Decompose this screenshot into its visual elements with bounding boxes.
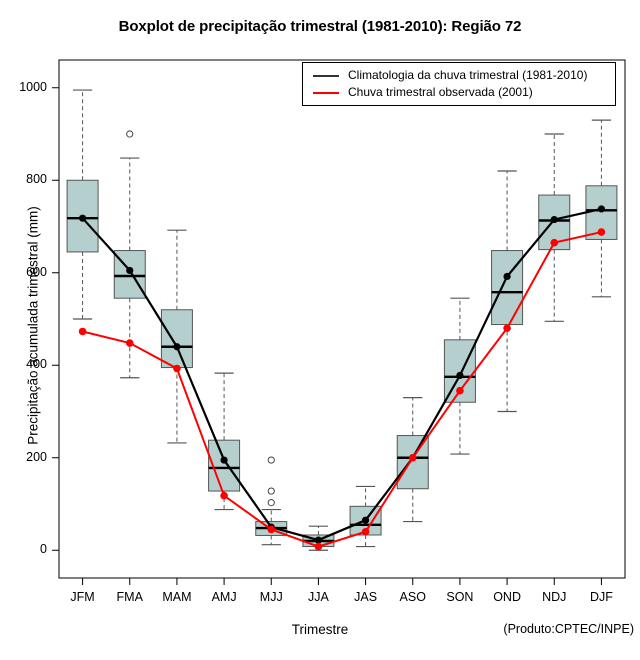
y-tick-label: 800 [26, 172, 47, 187]
series-point-1 [597, 205, 606, 213]
series-point-2 [173, 364, 181, 373]
series-point-1 [361, 516, 370, 524]
y-tick-label: 1000 [19, 79, 47, 94]
series-point-2 [361, 527, 370, 536]
x-tick-label: JFM [70, 590, 95, 604]
series-point-1 [78, 214, 87, 222]
series-point-1 [456, 371, 464, 380]
x-tick-label: MJJ [259, 590, 283, 604]
series-point-2 [78, 327, 87, 336]
outlier-point [267, 487, 275, 495]
series-point-1 [126, 266, 134, 275]
outlier-point [126, 130, 134, 138]
x-tick-label: MAM [162, 590, 192, 604]
series-point-2 [597, 228, 606, 236]
series-point-1 [220, 456, 228, 464]
outlier-point [267, 499, 275, 507]
series-point-2 [314, 542, 323, 551]
legend: Climatologia da chuva trimestral (1981-2… [302, 62, 616, 106]
x-tick-label: ASO [399, 590, 426, 604]
legend-swatch-1 [313, 75, 339, 77]
x-tick-label: JJA [307, 590, 329, 604]
x-tick-label: SON [446, 590, 474, 604]
x-tick-label: OND [493, 590, 521, 604]
credit-note: (Produto:CPTEC/INPE) [503, 622, 634, 636]
series-point-1 [173, 343, 181, 351]
x-axis-label: Trimestre [291, 622, 349, 637]
x-tick-label: FMA [116, 590, 143, 604]
series-point-1 [550, 215, 558, 224]
series-point-1 [503, 272, 511, 281]
series-point-2 [220, 491, 228, 500]
y-tick-label: 0 [40, 542, 47, 557]
x-tick-label: AMJ [211, 590, 237, 604]
x-tick-label: DJF [589, 590, 613, 604]
series-point-2 [267, 525, 276, 534]
legend-swatch-2 [313, 92, 339, 94]
series-point-2 [503, 324, 511, 333]
y-tick-label: 600 [26, 264, 47, 279]
series-point-2 [125, 339, 134, 347]
series-point-2 [550, 238, 559, 247]
series-line-2 [82, 231, 602, 548]
x-tick-label: NDJ [542, 590, 567, 604]
box [160, 309, 193, 369]
x-tick-label: JAS [354, 590, 378, 604]
chart-title: Boxplot de precipitação trimestral (1981… [118, 18, 522, 35]
plot-frame [58, 59, 626, 579]
series-point-2 [408, 453, 417, 462]
series-point-2 [456, 386, 464, 395]
y-tick-label: 400 [26, 357, 47, 372]
y-tick-label: 200 [26, 449, 47, 464]
legend-label-1: Climatologia da chuva trimestral (1981-2… [348, 68, 588, 82]
series-line-1 [81, 207, 602, 542]
legend-label-2: Chuva trimestral observada (2001) [348, 85, 533, 99]
series-point-1 [314, 536, 323, 544]
outlier-point [267, 456, 275, 464]
